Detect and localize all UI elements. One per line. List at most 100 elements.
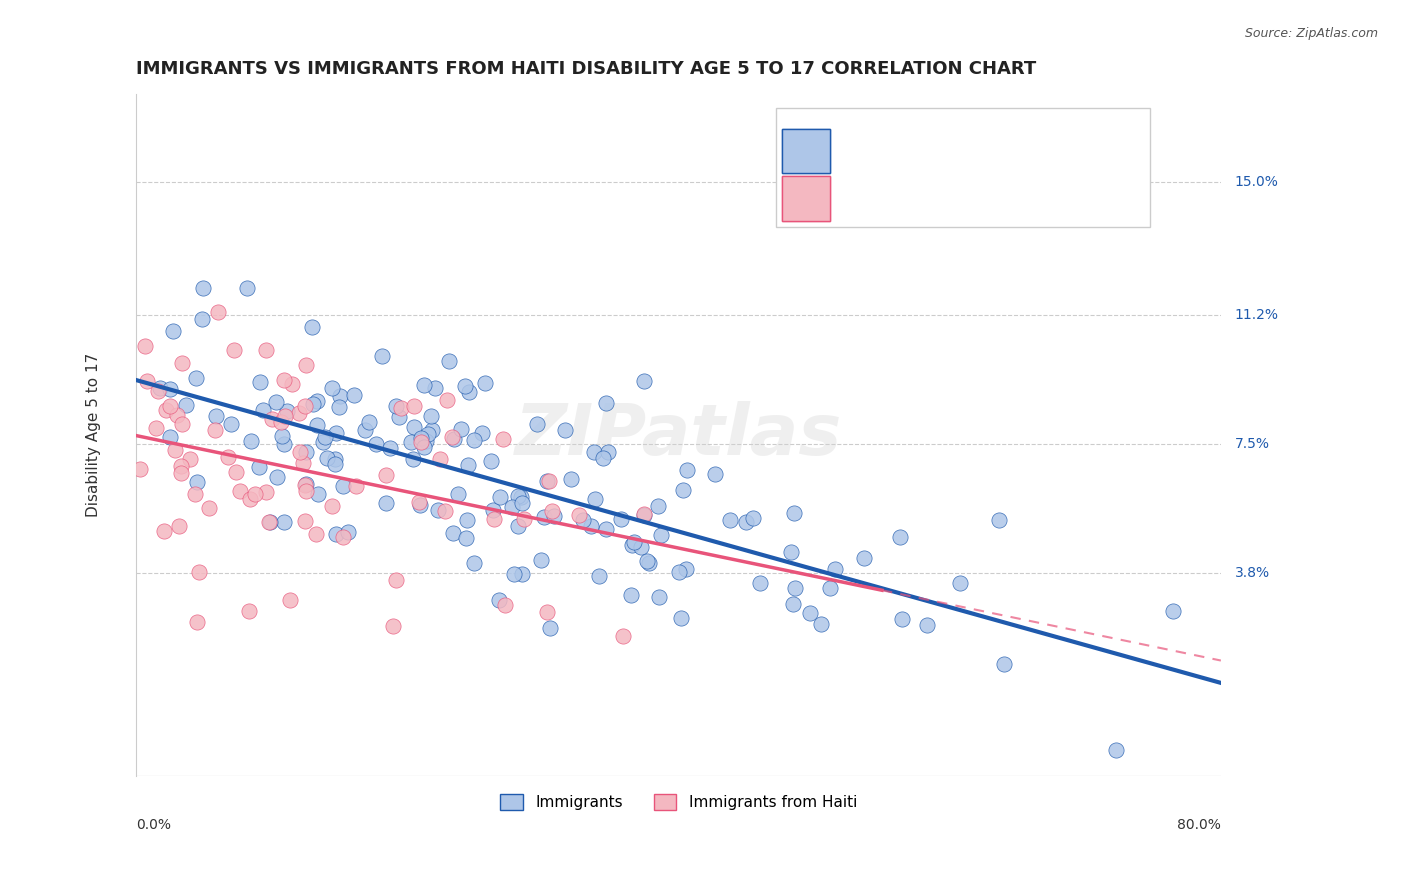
Immigrants from Haiti <box>155 402 177 417</box>
Immigrants <box>526 417 548 432</box>
Immigrants <box>508 519 530 533</box>
Immigrants from Haiti <box>259 515 281 529</box>
Immigrants <box>509 491 531 505</box>
Immigrants <box>301 320 323 334</box>
Immigrants from Haiti <box>374 467 396 482</box>
Immigrants <box>630 540 652 554</box>
Immigrants <box>648 590 671 604</box>
Immigrants from Haiti <box>179 452 201 467</box>
Immigrants <box>276 403 298 417</box>
Immigrants from Haiti <box>429 451 451 466</box>
Immigrants <box>949 575 972 590</box>
Immigrants <box>450 422 472 436</box>
Immigrants from Haiti <box>167 519 190 533</box>
Immigrants <box>321 380 343 394</box>
Immigrants <box>295 445 318 459</box>
Immigrants <box>783 506 806 520</box>
Immigrants <box>454 378 477 392</box>
Immigrants from Haiti <box>294 400 316 414</box>
Immigrants <box>530 553 553 567</box>
Immigrants from Haiti <box>229 483 252 498</box>
Immigrants <box>554 423 576 437</box>
Immigrants <box>353 423 375 437</box>
Immigrants <box>159 382 181 396</box>
Immigrants <box>399 435 422 450</box>
Immigrants from Haiti <box>134 339 156 353</box>
Immigrants <box>583 445 606 459</box>
Immigrants from Haiti <box>270 415 292 429</box>
Immigrants <box>162 325 184 339</box>
Immigrants <box>647 499 669 513</box>
Immigrants <box>236 281 259 295</box>
Immigrants from Haiti <box>273 373 295 387</box>
Immigrants <box>443 433 465 447</box>
Text: R = -0.699   N = 145: R = -0.699 N = 145 <box>841 140 1033 155</box>
Immigrants from Haiti <box>217 450 239 464</box>
Immigrants <box>149 381 172 395</box>
Immigrants <box>311 434 333 449</box>
Immigrants from Haiti <box>260 412 283 426</box>
Immigrants from Haiti <box>404 399 426 413</box>
Immigrants from Haiti <box>294 359 316 373</box>
Immigrants <box>987 513 1010 527</box>
Text: R = -0.249   N =  71: R = -0.249 N = 71 <box>841 188 1033 202</box>
Immigrants <box>418 426 440 441</box>
Immigrants <box>579 519 602 533</box>
Immigrants from Haiti <box>482 512 505 526</box>
Immigrants <box>447 487 470 501</box>
Immigrants from Haiti <box>409 434 432 449</box>
Immigrants from Haiti <box>198 501 221 516</box>
Immigrants <box>783 581 806 595</box>
Immigrants from Haiti <box>288 406 311 420</box>
Immigrants from Haiti <box>254 343 277 358</box>
Immigrants <box>623 534 645 549</box>
Text: Source: ZipAtlas.com: Source: ZipAtlas.com <box>1244 27 1378 40</box>
Immigrants from Haiti <box>281 376 304 391</box>
Immigrants <box>314 429 336 443</box>
Immigrants <box>413 440 436 454</box>
Immigrants <box>252 403 274 417</box>
Immigrants from Haiti <box>188 565 211 579</box>
Immigrants <box>501 500 523 515</box>
Immigrants <box>543 508 565 523</box>
Immigrants from Haiti <box>633 507 655 521</box>
Immigrants <box>583 491 606 506</box>
Immigrants <box>489 490 512 504</box>
Immigrants <box>329 389 352 403</box>
Immigrants <box>204 409 226 424</box>
Immigrants <box>510 496 533 510</box>
Immigrants from Haiti <box>128 462 150 476</box>
Immigrants <box>426 503 449 517</box>
Immigrants <box>780 544 803 558</box>
Immigrants <box>305 393 328 408</box>
Immigrants from Haiti <box>434 503 457 517</box>
Immigrants <box>734 515 756 529</box>
Immigrants <box>378 441 401 455</box>
Immigrants from Haiti <box>274 409 297 424</box>
Immigrants from Haiti <box>146 384 169 399</box>
Immigrants from Haiti <box>294 515 316 529</box>
Immigrants <box>191 281 214 295</box>
Immigrants from Haiti <box>238 604 260 618</box>
Immigrants <box>621 538 644 552</box>
Immigrants from Haiti <box>239 491 262 506</box>
Immigrants <box>409 431 432 445</box>
Text: IMMIGRANTS VS IMMIGRANTS FROM HAITI DISABILITY AGE 5 TO 17 CORRELATION CHART: IMMIGRANTS VS IMMIGRANTS FROM HAITI DISA… <box>136 60 1036 78</box>
Immigrants <box>384 399 406 413</box>
Immigrants <box>572 513 595 527</box>
Immigrants <box>441 526 464 541</box>
FancyBboxPatch shape <box>776 108 1150 227</box>
Immigrants <box>782 598 804 612</box>
Immigrants <box>488 593 510 607</box>
Immigrants <box>186 475 208 489</box>
Immigrants from Haiti <box>204 423 226 437</box>
Immigrants <box>1104 743 1126 757</box>
Immigrants from Haiti <box>170 458 193 473</box>
Immigrants from Haiti <box>225 465 247 479</box>
Immigrants <box>374 496 396 510</box>
Immigrants from Haiti <box>159 399 181 413</box>
Immigrants <box>357 415 380 429</box>
Immigrants <box>633 508 655 522</box>
Immigrants from Haiti <box>536 605 558 619</box>
Immigrants <box>609 512 631 526</box>
